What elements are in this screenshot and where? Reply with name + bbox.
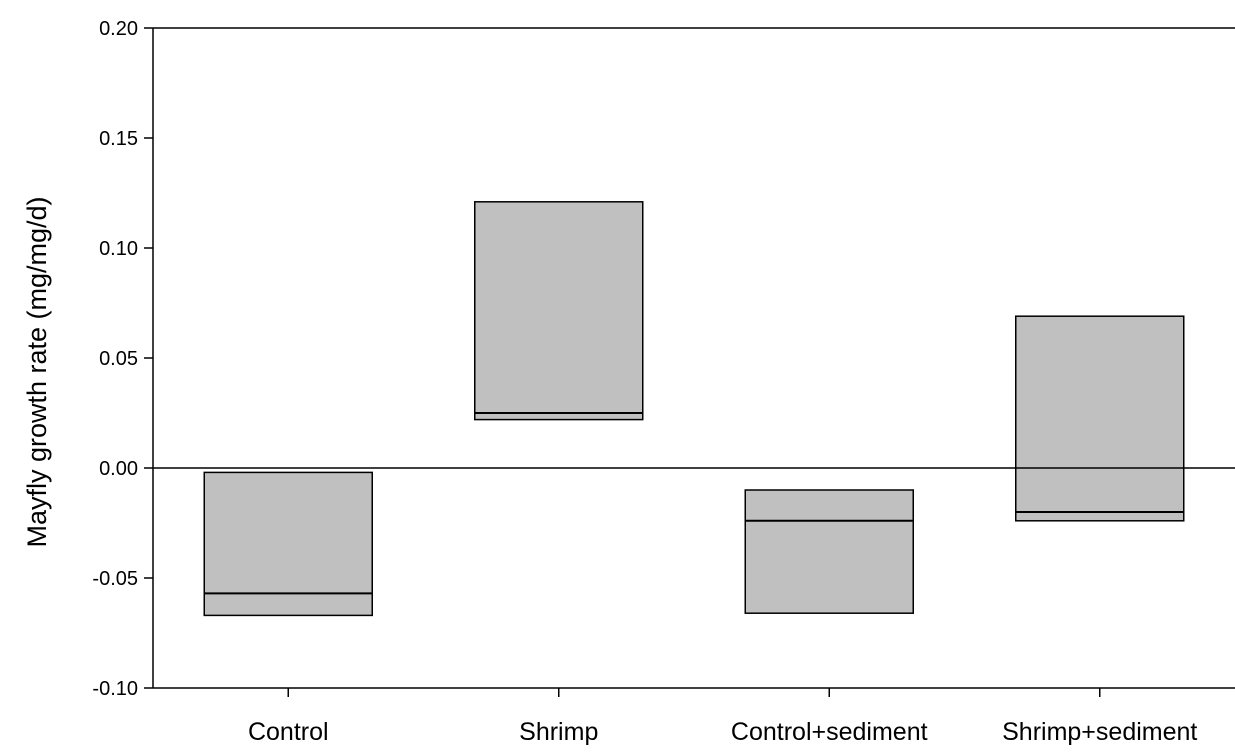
y-tick-label: 0.15 xyxy=(99,128,138,150)
y-tick-label: 0.00 xyxy=(99,458,138,480)
y-axis-title: Mayfly growth rate (mg/mg/d) xyxy=(22,196,52,547)
box-1 xyxy=(474,201,644,421)
y-axis-ticks: -0.10 -0.05 0.00 0.05 0.10 0.15 0.20 xyxy=(92,18,153,700)
box-0 xyxy=(203,471,373,617)
boxes xyxy=(203,201,1185,617)
x-tick-label: Control xyxy=(248,718,329,746)
x-axis-ticks: Control Shrimp Control+sediment Shrimp+sedi… xyxy=(248,688,1197,746)
y-tick-label: -0.05 xyxy=(92,568,138,590)
y-tick-label: 0.20 xyxy=(99,18,138,40)
x-tick-label: Shrimp xyxy=(519,718,598,746)
y-tick-label: 0.05 xyxy=(99,348,138,370)
box-3 xyxy=(1015,315,1185,522)
y-tick-label: 0.10 xyxy=(99,238,138,260)
x-tick-label: Shrimp+sediment xyxy=(1002,718,1197,746)
box-2 xyxy=(744,489,914,614)
y-tick-label: -0.10 xyxy=(92,678,138,700)
x-tick-label: Control+sediment xyxy=(731,718,928,746)
